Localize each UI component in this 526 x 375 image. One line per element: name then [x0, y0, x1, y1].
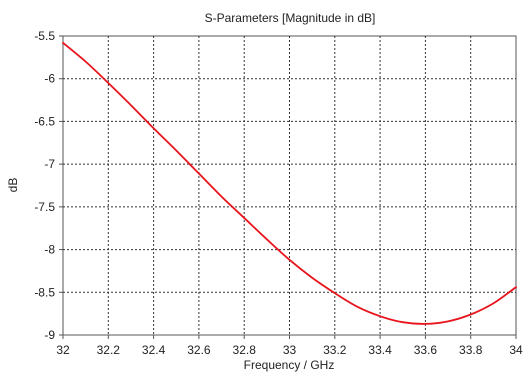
y-tick-label: -8 — [44, 243, 55, 257]
y-tick-label: -5.5 — [34, 29, 55, 43]
x-axis-label: Frequency / GHz — [244, 358, 335, 372]
x-tick-label: 32.8 — [233, 343, 257, 357]
series-line — [62, 41, 517, 325]
y-tick-label: -7.5 — [34, 200, 55, 214]
y-tick-label: -6 — [44, 72, 55, 86]
x-tick-label: 32.2 — [97, 343, 121, 357]
x-tick-label: 33 — [283, 343, 297, 357]
y-tick-label: -7 — [44, 157, 55, 171]
y-tick-labels: -5.5 -6 -6.5 -7 -7.5 -8 -8.5 -9 — [34, 29, 63, 342]
x-tick-label: 32 — [56, 343, 70, 357]
y-tick-label: -6.5 — [34, 114, 55, 128]
y-grid-lines — [63, 78, 516, 293]
x-tick-label: 33.6 — [414, 343, 438, 357]
x-tick-label: 33.2 — [323, 343, 347, 357]
x-tick-label: 32.4 — [142, 343, 166, 357]
x-tick-label: 33.8 — [459, 343, 483, 357]
x-grid-lines — [107, 36, 472, 335]
y-tick-label: -8.5 — [34, 285, 55, 299]
x-tick-label: 32.6 — [187, 343, 211, 357]
x-tick-labels: 32 32.2 32.4 32.6 32.8 33 33.2 33.4 33.6 33.8 34 — [56, 335, 523, 357]
x-tick-label: 33.4 — [368, 343, 392, 357]
series-layer — [62, 41, 517, 325]
chart-title: S-Parameters [Magnitude in dB] — [205, 11, 376, 25]
y-axis-label: dB — [6, 178, 20, 193]
y-tick-label: -9 — [44, 328, 55, 342]
x-tick-label: 34 — [509, 343, 523, 357]
